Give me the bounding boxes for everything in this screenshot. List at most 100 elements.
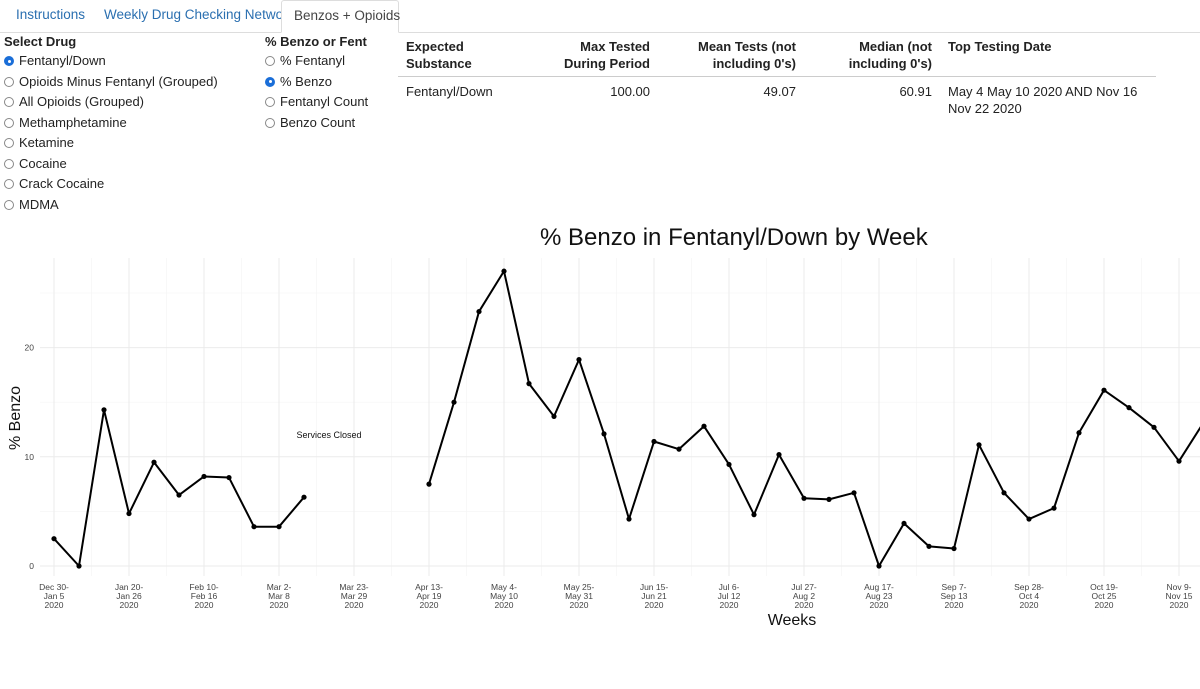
drug-option-label: Crack Cocaine: [19, 176, 105, 191]
metric-option-label: Benzo Count: [280, 114, 356, 130]
data-point: [1051, 505, 1057, 511]
data-point: [1176, 458, 1182, 464]
drug-option-label: All Opioids (Grouped): [19, 94, 144, 109]
tab-benzos-opioids[interactable]: Benzos + Opioids: [281, 0, 400, 33]
data-point: [126, 510, 132, 517]
x-tick-label: 2020: [570, 600, 589, 610]
x-tick-label: May 4-: [491, 582, 517, 592]
x-tick-label: Jan 26: [116, 591, 142, 601]
drug-option[interactable]: Methamphetamine: [4, 114, 127, 132]
data-point: [551, 413, 557, 419]
x-tick-label: 2020: [270, 600, 289, 610]
data-point: [176, 492, 182, 498]
drug-option[interactable]: Cocaine: [4, 155, 67, 173]
x-tick-label: Apr 19: [416, 591, 441, 601]
data-point: [1076, 430, 1082, 436]
data-point: [801, 495, 807, 501]
drug-option[interactable]: Fentanyl/Down: [4, 52, 106, 70]
radio-button[interactable]: [265, 56, 275, 66]
data-point: [276, 524, 282, 530]
x-axis-title: Weeks: [768, 612, 817, 629]
cell-max-tested: 100.00: [610, 84, 650, 99]
drug-option[interactable]: Ketamine: [4, 134, 74, 152]
data-point: [526, 381, 532, 387]
drug-option[interactable]: All Opioids (Grouped): [4, 93, 144, 111]
data-point: [1151, 424, 1157, 430]
table-row: Fentanyl/Down 100.00 49.07 60.91 May 4 M…: [398, 77, 1156, 124]
data-point: [251, 524, 257, 530]
drug-option[interactable]: MDMA: [4, 196, 59, 214]
x-tick-label: Sep 7-: [941, 582, 966, 592]
x-tick-label: May 10: [490, 591, 518, 601]
x-tick-label: Oct 19-: [1090, 582, 1118, 592]
data-point: [426, 481, 432, 487]
drug-option[interactable]: Opioids Minus Fentanyl (Grouped): [4, 73, 218, 91]
data-point: [51, 536, 57, 542]
metric-option-label: Fentanyl Count: [280, 94, 369, 109]
radio-button[interactable]: [4, 179, 14, 189]
y-tick-label: 0: [29, 561, 34, 571]
header-top-testing-date: Top Testing Date: [940, 34, 1156, 77]
radio-button[interactable]: [265, 117, 275, 128]
radio-button[interactable]: [4, 158, 14, 169]
data-point: [151, 459, 157, 465]
x-tick-label: Aug 17-: [864, 582, 894, 592]
data-point: [951, 545, 957, 552]
radio-button[interactable]: [4, 117, 14, 128]
x-tick-label: Jan 20-: [115, 582, 144, 592]
radio-button[interactable]: [265, 97, 275, 107]
data-point: [201, 473, 207, 480]
radio-button[interactable]: [4, 97, 14, 107]
x-tick-label: 2020: [495, 600, 514, 610]
data-point: [926, 543, 932, 549]
x-tick-label: Oct 4: [1019, 591, 1040, 601]
radio-button[interactable]: [265, 76, 275, 87]
x-tick-label: 2020: [870, 600, 889, 610]
data-point: [101, 407, 107, 413]
x-tick-label: Sep 13: [941, 591, 968, 601]
services-closed-annotation: Services Closed: [296, 430, 361, 440]
cell-mean-tests: 49.07: [763, 84, 796, 99]
metric-option[interactable]: Fentanyl Count: [265, 93, 368, 111]
data-point: [576, 357, 582, 363]
x-tick-label: Aug 23: [866, 591, 893, 601]
x-tick-label: Mar 23-: [339, 582, 368, 592]
data-point: [901, 520, 907, 527]
tab-instructions[interactable]: Instructions: [16, 7, 86, 22]
x-tick-label: 2020: [645, 600, 664, 610]
metric-option[interactable]: % Fentanyl: [265, 52, 345, 70]
x-tick-label: 2020: [345, 600, 364, 610]
data-point: [751, 512, 757, 518]
x-tick-label: Jul 12: [718, 591, 741, 601]
radio-button[interactable]: [4, 138, 14, 148]
data-point: [851, 490, 857, 496]
cell-median: 60.91: [899, 84, 932, 99]
x-tick-label: 2020: [120, 600, 139, 610]
data-point: [651, 438, 657, 445]
data-point: [601, 431, 607, 437]
x-tick-label: Feb 10-: [189, 582, 218, 592]
x-tick-label: 2020: [1095, 600, 1114, 610]
x-tick-label: Nov 15: [1166, 591, 1193, 601]
metric-title: % Benzo or Fent: [265, 34, 367, 49]
radio-button[interactable]: [4, 56, 14, 66]
data-point: [1026, 516, 1032, 522]
data-point: [701, 423, 707, 429]
tab-weekly-drug-checking-network[interactable]: Weekly Drug Checking Network: [104, 7, 295, 22]
drug-option[interactable]: Crack Cocaine: [4, 175, 104, 193]
x-tick-label: Aug 2: [793, 591, 815, 601]
data-point: [301, 494, 307, 500]
radio-button[interactable]: [4, 76, 14, 87]
metric-option[interactable]: Benzo Count: [265, 114, 355, 132]
x-tick-label: Mar 8: [268, 591, 290, 601]
x-tick-label: 2020: [1170, 600, 1189, 610]
x-tick-label: 2020: [1020, 600, 1039, 610]
data-point: [776, 452, 782, 458]
data-point: [1126, 405, 1132, 411]
metric-option[interactable]: % Benzo: [265, 73, 332, 91]
data-point: [1101, 387, 1107, 393]
data-point: [476, 308, 482, 315]
drug-option-label: Cocaine: [19, 155, 67, 171]
header-mean-tests: Mean Tests (not including 0's): [658, 34, 804, 77]
radio-button[interactable]: [4, 199, 14, 210]
